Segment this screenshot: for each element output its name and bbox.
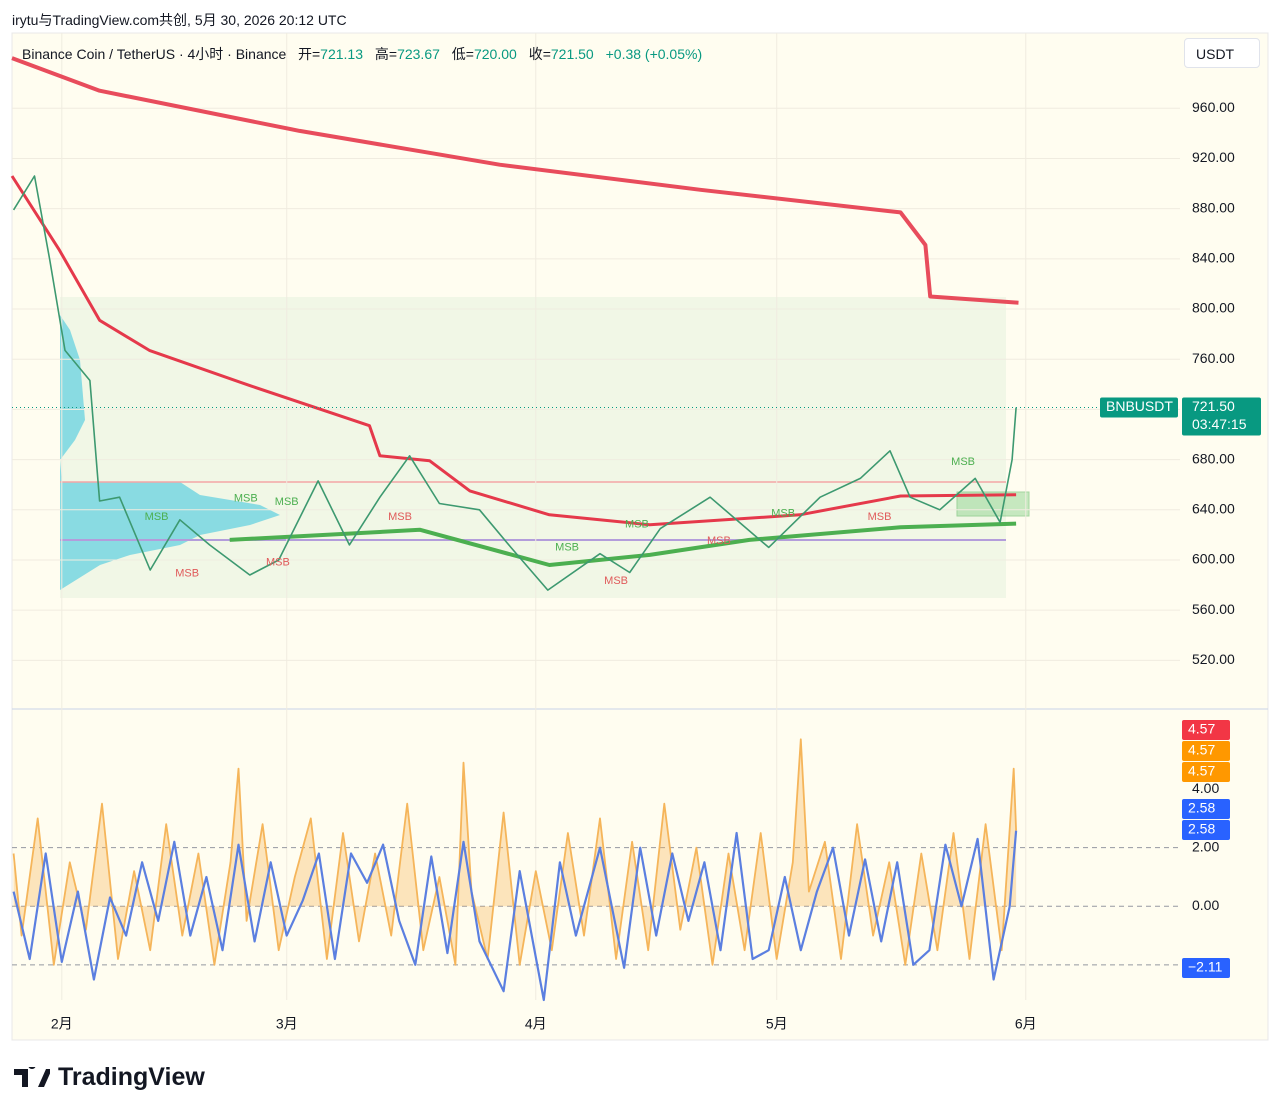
y-tick-label: 800.00: [1192, 300, 1235, 316]
price-badge: [1182, 397, 1261, 436]
x-tick-label: 6月: [1015, 1016, 1037, 1032]
y-tick-label: 840.00: [1192, 250, 1235, 266]
osc-tick-label: 0.00: [1192, 897, 1219, 913]
msb-label: MSB: [707, 535, 731, 547]
msb-label: MSB: [175, 568, 199, 580]
osc-badge-text: −2.11: [1188, 959, 1223, 975]
y-tick-label: 560.00: [1192, 601, 1235, 617]
x-tick-label: 5月: [766, 1016, 788, 1032]
msb-label: MSB: [771, 507, 795, 519]
x-tick-label: 4月: [525, 1016, 547, 1032]
osc-badge: [1182, 799, 1230, 819]
countdown-text: 03:47:15: [1192, 416, 1247, 432]
y-tick-label: 960.00: [1192, 99, 1235, 115]
symbol: Binance Coin / TetherUS · 4小时 · Binance: [22, 46, 287, 62]
upper-band: [11, 56, 1019, 305]
high-label: 高=: [374, 46, 398, 62]
y-tick-label: 600.00: [1192, 551, 1235, 567]
close: 721.50: [550, 46, 594, 62]
osc-badge: [1182, 820, 1230, 840]
open-label: 开=: [297, 46, 321, 62]
lower-band: [10, 175, 1017, 527]
osc-badge: [1182, 720, 1230, 740]
symbol-badge: [1100, 397, 1178, 418]
x-tick-label: 3月: [276, 1016, 298, 1032]
y-tick-label: 520.00: [1192, 651, 1235, 667]
open: 721.13: [320, 46, 363, 62]
osc-badge-text: 4.57: [1188, 721, 1215, 737]
msb-label: MSB: [388, 511, 412, 523]
osc-tick-label: 2.00: [1192, 838, 1219, 854]
msb-label: MSB: [625, 519, 649, 531]
y-tick-label: 680.00: [1192, 450, 1235, 466]
msb-label: MSB: [555, 541, 579, 553]
high: 723.67: [397, 46, 440, 62]
low: 720.00: [473, 46, 517, 62]
low-label: 低=: [451, 46, 474, 62]
x-tick-label: 2月: [51, 1016, 73, 1032]
symbol-badge-text: BNBUSDT: [1106, 398, 1173, 414]
osc-badge: [1182, 741, 1230, 761]
osc-badge: [1182, 762, 1230, 782]
price-badge-text: 721.50: [1192, 398, 1235, 414]
msb-label: MSB: [868, 511, 892, 523]
legend: Binance Coin / TetherUS · 4小时 · Binance …: [22, 44, 710, 64]
footer: TradingView: [14, 1063, 205, 1092]
logo: [14, 1066, 50, 1087]
range-box: [60, 297, 1006, 598]
fast-line: [12, 830, 1018, 1002]
osc-badge-text: 4.57: [1188, 763, 1215, 779]
y-tick-label: 880.00: [1192, 199, 1235, 215]
attribution: irytu与TradingView.com共创, 5月 30, 2026 20:…: [12, 12, 347, 28]
osc-tick-label: 4.00: [1192, 780, 1219, 796]
msb-label: MSB: [275, 496, 299, 508]
close-label: 收=: [528, 46, 551, 62]
msb-label: MSB: [604, 575, 628, 587]
currency-button[interactable]: USDT: [1184, 38, 1260, 68]
msb-label: MSB: [951, 456, 975, 468]
msb-label: MSB: [266, 556, 290, 568]
osc-badge-text: 4.57: [1188, 742, 1215, 758]
msb-label: MSB: [234, 492, 258, 504]
slow-line: [12, 738, 1017, 966]
volume-profile: [60, 315, 280, 590]
price-line: [12, 175, 1017, 591]
osc-badge-text: 2.58: [1188, 800, 1215, 816]
change: +0.38 (+0.05%): [605, 46, 703, 62]
osc-badge: [1182, 958, 1230, 978]
brand: TradingView: [58, 1063, 205, 1091]
osc-badge-text: 2.58: [1188, 821, 1215, 837]
msb-label: MSB: [145, 511, 169, 523]
y-tick-label: 760.00: [1192, 350, 1235, 366]
y-tick-label: 920.00: [1192, 149, 1235, 165]
y-tick-label: 640.00: [1192, 500, 1235, 516]
support-line: [229, 521, 1017, 567]
